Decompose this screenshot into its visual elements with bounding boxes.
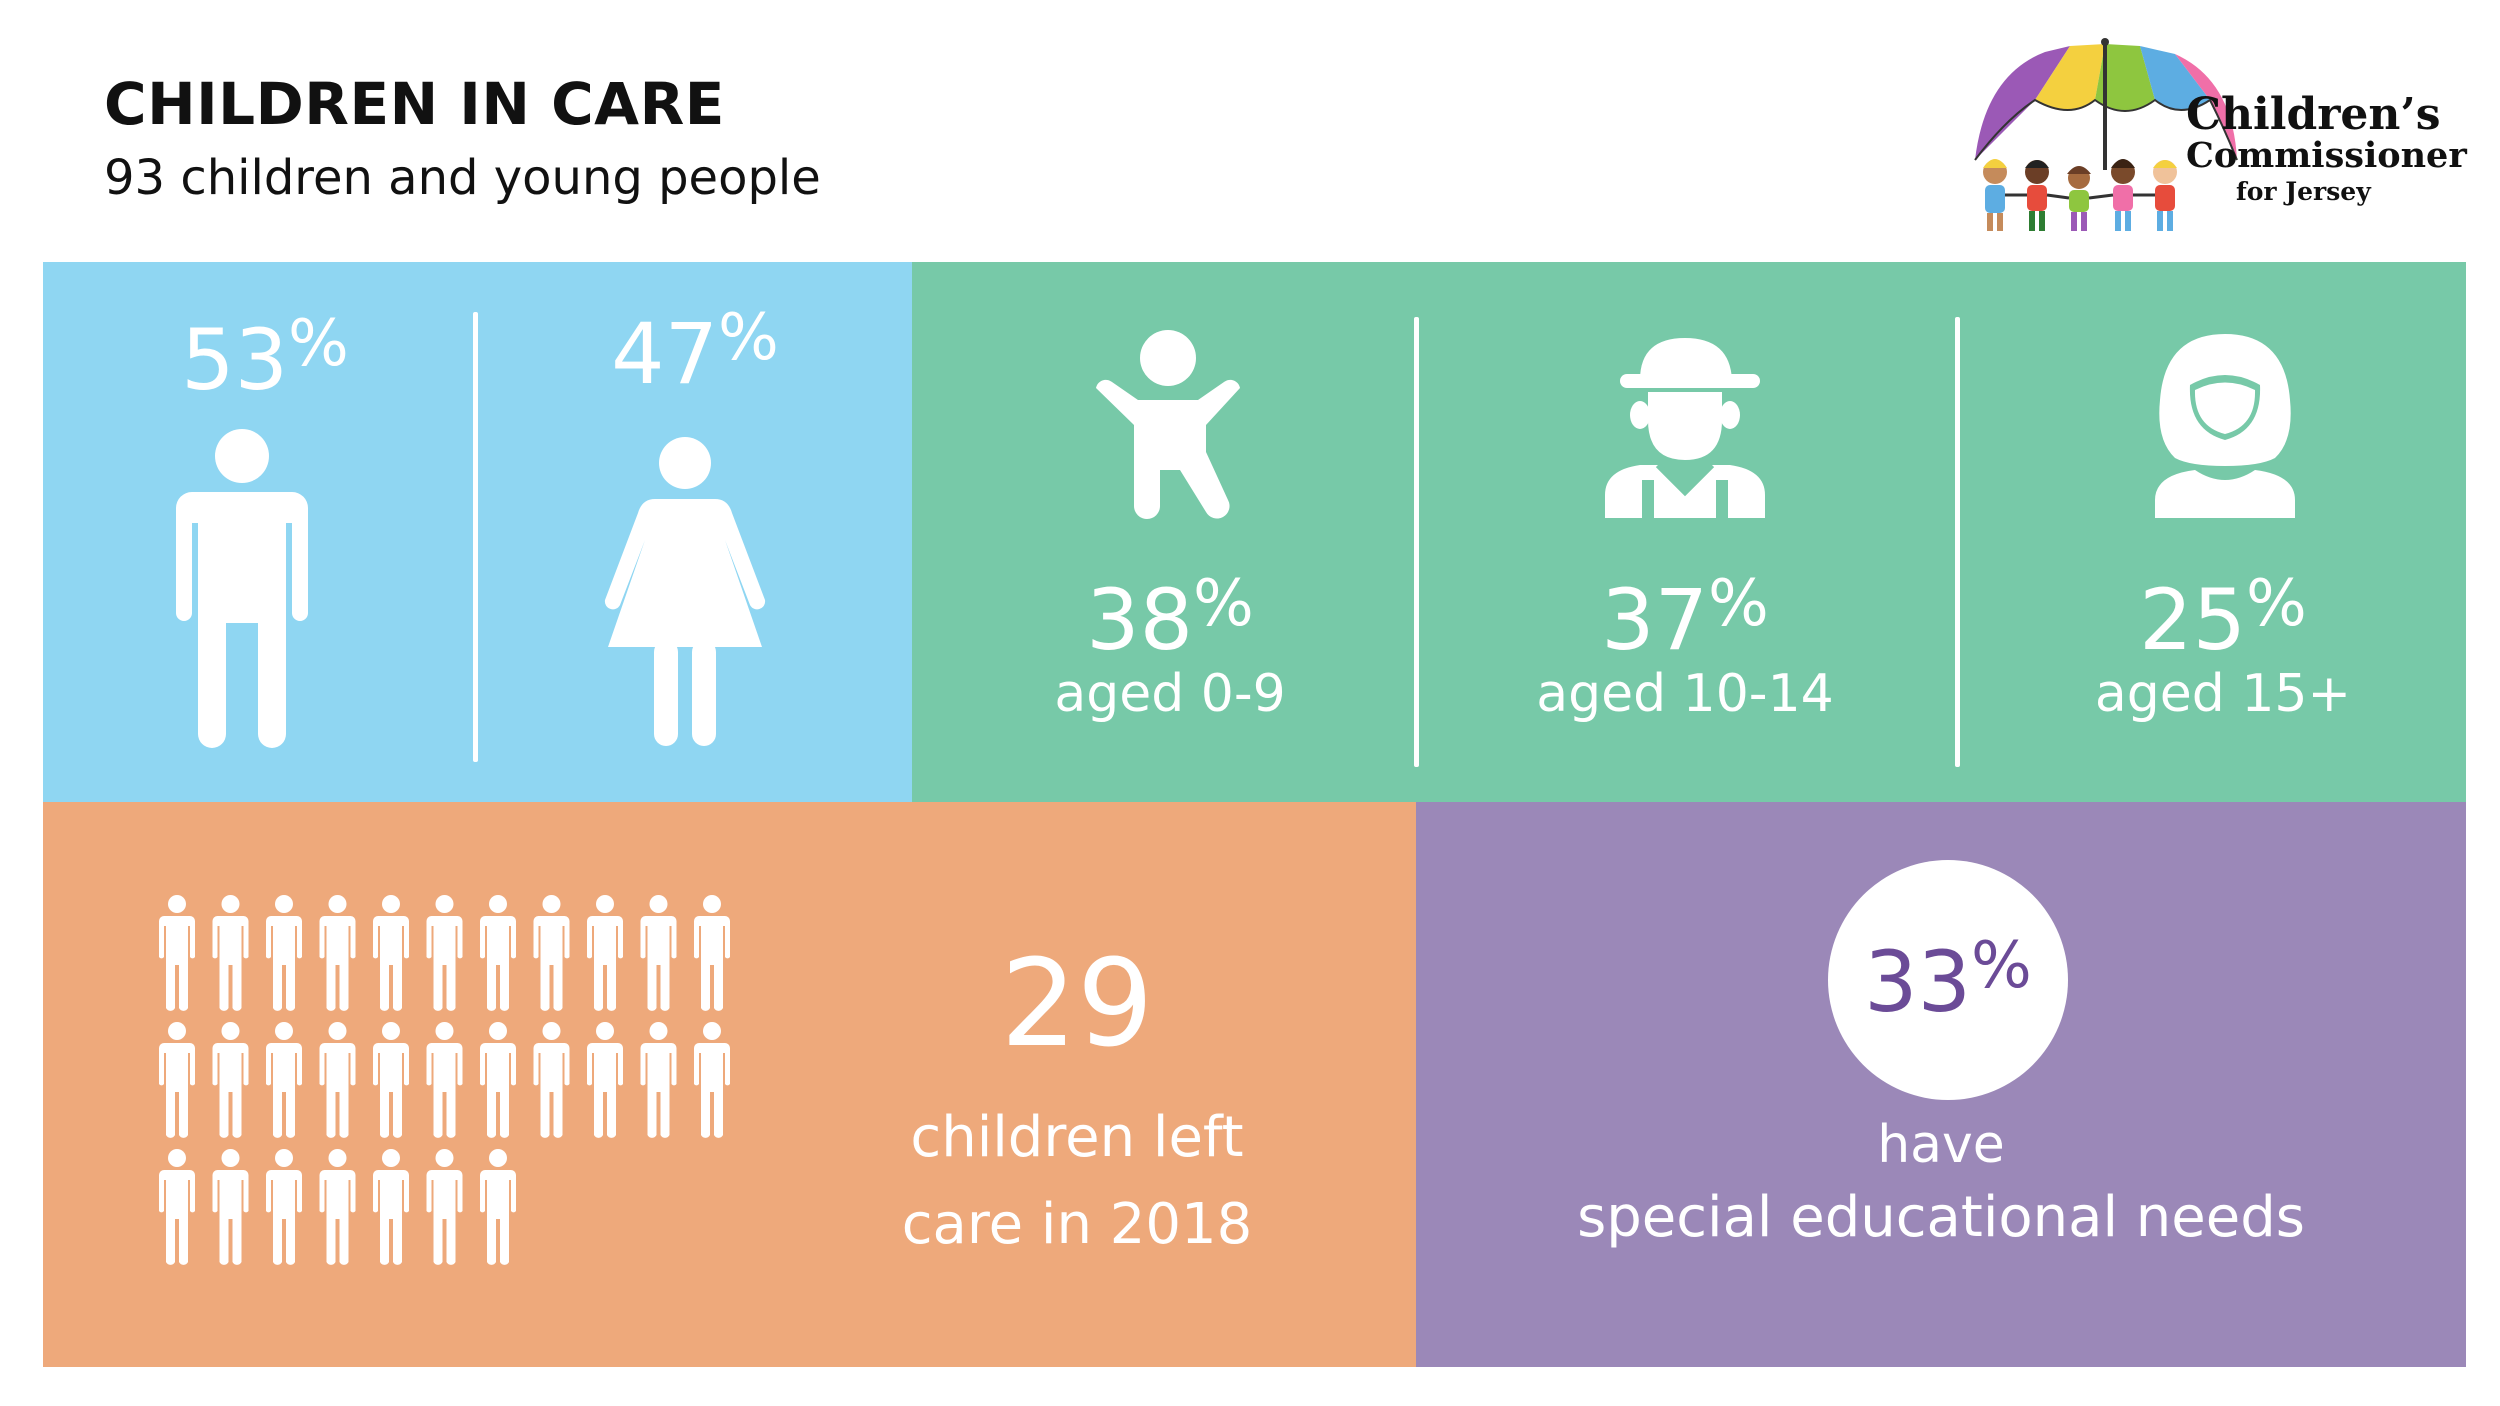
child-figure-icon xyxy=(640,1022,677,1138)
childrens-commissioner-logo: Children’s Commissioner for Jersey xyxy=(1974,38,2475,240)
female-icon xyxy=(604,437,766,746)
umbrella-children-icon xyxy=(1974,38,2238,231)
age-0-9-percent: 38% xyxy=(1086,567,1254,669)
sen-percent: 33% xyxy=(1864,929,2032,1031)
child-figure-icon xyxy=(480,1022,516,1138)
child-figure-icon xyxy=(159,1022,195,1138)
child-figure-icon xyxy=(212,1149,249,1265)
page-title: CHILDREN IN CARE xyxy=(104,70,725,138)
toddler-icon xyxy=(1096,330,1240,519)
young-woman-icon xyxy=(2155,334,2295,518)
sen-needs-label: special educational needs xyxy=(1577,1185,2305,1250)
male-icon xyxy=(176,429,308,748)
child-figure-icon xyxy=(426,895,463,1011)
left-care-count: 29 xyxy=(1000,935,1154,1074)
child-figure-icon xyxy=(587,1022,623,1138)
left-care-label-line2: care in 2018 xyxy=(901,1191,1253,1257)
male-percent: 53% xyxy=(181,307,349,409)
child-figure-icon xyxy=(373,895,409,1011)
child-figure-icon xyxy=(533,895,570,1011)
child-figure-icon xyxy=(266,1022,302,1138)
child-figure-icon xyxy=(373,1022,409,1138)
child-figure-icon xyxy=(533,1022,570,1138)
child-figure-icon xyxy=(319,895,356,1011)
child-figure-icon xyxy=(426,1022,463,1138)
child-figure-icon xyxy=(694,895,730,1011)
age-divider-2 xyxy=(1955,317,1960,767)
child-figure-icon xyxy=(159,1149,195,1265)
child-figure-icon xyxy=(212,895,249,1011)
child-figure-icon xyxy=(373,1149,409,1265)
child-figure-icon xyxy=(587,895,623,1011)
page-subtitle: 93 children and young people xyxy=(104,150,821,206)
child-figure-icon xyxy=(319,1149,356,1265)
child-figure-icon xyxy=(266,895,302,1011)
left-care-label-line1: children left xyxy=(910,1105,1244,1170)
logo-line2: Commissioner xyxy=(2186,135,2467,177)
logo-line3: for Jersey xyxy=(2236,176,2371,206)
sen-circle xyxy=(1828,860,2068,1100)
child-figure-icon xyxy=(480,1149,516,1265)
sen-have-label: have xyxy=(1877,1115,2005,1175)
female-percent: 47% xyxy=(611,301,779,403)
child-figure-icon xyxy=(640,895,677,1011)
child-figure-icon xyxy=(212,1022,249,1138)
age-15-plus-percent: 25% xyxy=(2139,567,2307,669)
left-care-label: children left care in 2018 xyxy=(817,1095,1337,1269)
child-figure-icon xyxy=(426,1149,463,1265)
child-figure-icon xyxy=(266,1149,302,1265)
age-15-plus-label: aged 15+ xyxy=(2094,664,2352,724)
age-0-9-label: aged 0-9 xyxy=(1054,664,1286,724)
child-figure-icon xyxy=(319,1022,356,1138)
child-figure-icon xyxy=(159,895,195,1011)
boy-cap-icon xyxy=(1605,338,1765,520)
child-figure-icon xyxy=(694,1022,730,1138)
age-10-14-label: aged 10-14 xyxy=(1536,664,1834,724)
gender-divider xyxy=(473,312,478,762)
logo-line1: Children’s xyxy=(2186,89,2441,140)
child-figure-icon xyxy=(480,895,516,1011)
age-10-14-percent: 37% xyxy=(1601,567,1769,669)
children-left-care-pictogram xyxy=(159,895,730,1265)
age-divider-1 xyxy=(1414,317,1419,767)
